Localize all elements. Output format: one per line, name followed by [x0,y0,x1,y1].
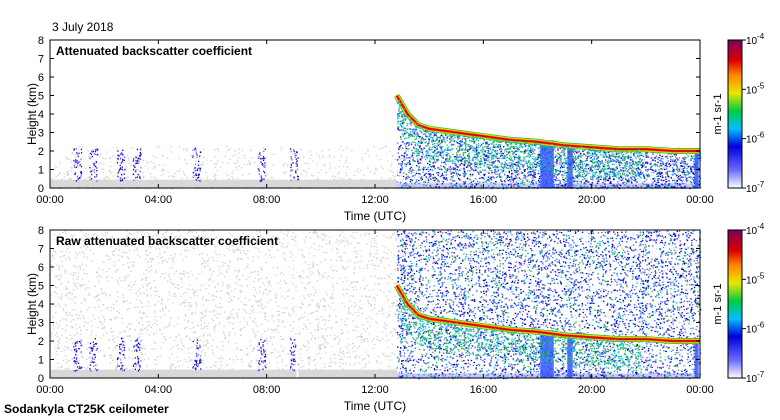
colorbar-tick-label: 10-7 [746,180,765,195]
backscatter-field [50,93,702,190]
y-tick-label: 1 [38,165,44,177]
y-tick-label: 6 [38,72,44,84]
x-axis-label: Time (UTC) [344,209,406,223]
ground-clutter [50,369,397,378]
x-tick-label: 16:00 [470,384,498,396]
x-tick-label: 20:00 [578,384,606,396]
heatmap-panel-2: Raw attenuated backscatter coefficient00… [25,222,765,413]
y-tick-label: 2 [38,336,44,348]
y-tick-label: 0 [38,373,44,385]
y-tick-label: 7 [38,54,44,66]
x-tick-label: 12:00 [361,384,389,396]
colorbar: 10-7 10-6 10-5 10-4 m-1 sr-1 [712,222,765,385]
x-tick-label: 16:00 [470,194,498,206]
colorbar-tick-label: 10-6 [746,131,765,146]
y-tick-label: 2 [38,146,44,158]
colorbar-tick-label: 10-6 [746,321,765,336]
colorbar-tick-label: 10-4 [746,222,765,237]
y-tick-label: 4 [38,109,44,121]
colorbar-tick-label: 10-5 [746,271,765,286]
y-tick-label: 5 [38,91,44,103]
panel-title: Attenuated backscatter coefficient [56,44,252,58]
colorbar-tick-label: 10-4 [746,32,765,47]
colorbar-unit-label: m-1 sr-1 [712,284,724,325]
date-label: 3 July 2018 [52,20,114,34]
x-tick-label: 00:00 [36,194,64,206]
x-axis-label: Time (UTC) [344,399,406,413]
y-tick-label: 1 [38,355,44,367]
x-tick-label: 08:00 [253,384,281,396]
plot-area [50,40,700,188]
y-tick-label: 0 [38,183,44,195]
x-tick-label: 08:00 [253,194,281,206]
cloud-layer-line [395,285,700,342]
backscatter-field [50,230,702,380]
colorbar-tick-label: 10-7 [746,370,765,385]
y-tick-label: 3 [38,318,44,330]
y-axis-label: Height (km) [25,83,39,145]
y-tick-label: 8 [38,35,44,47]
x-tick-label: 04:00 [145,194,173,206]
colorbar: 10-7 10-6 10-5 10-4 m-1 sr-1 [712,32,765,195]
colorbar-unit-label: m-1 sr-1 [712,94,724,135]
y-tick-label: 8 [38,225,44,237]
y-tick-label: 6 [38,262,44,274]
y-tick-label: 3 [38,128,44,140]
panel-title: Raw attenuated backscatter coefficient [56,234,278,248]
x-tick-label: 00:00 [36,384,64,396]
x-tick-label: 04:00 [145,384,173,396]
y-tick-label: 4 [38,299,44,311]
y-tick-label: 7 [38,244,44,256]
cloud-layer-line [395,95,700,152]
x-tick-label: 12:00 [361,194,389,206]
colorbar-tick-label: 10-5 [746,81,765,96]
x-tick-label: 00:00 [686,384,714,396]
y-tick-label: 5 [38,281,44,293]
y-axis-label: Height (km) [25,273,39,335]
x-tick-label: 00:00 [686,194,714,206]
x-tick-label: 20:00 [578,194,606,206]
instrument-label: Sodankyla CT25K ceilometer [4,402,169,416]
ground-clutter [50,179,397,188]
